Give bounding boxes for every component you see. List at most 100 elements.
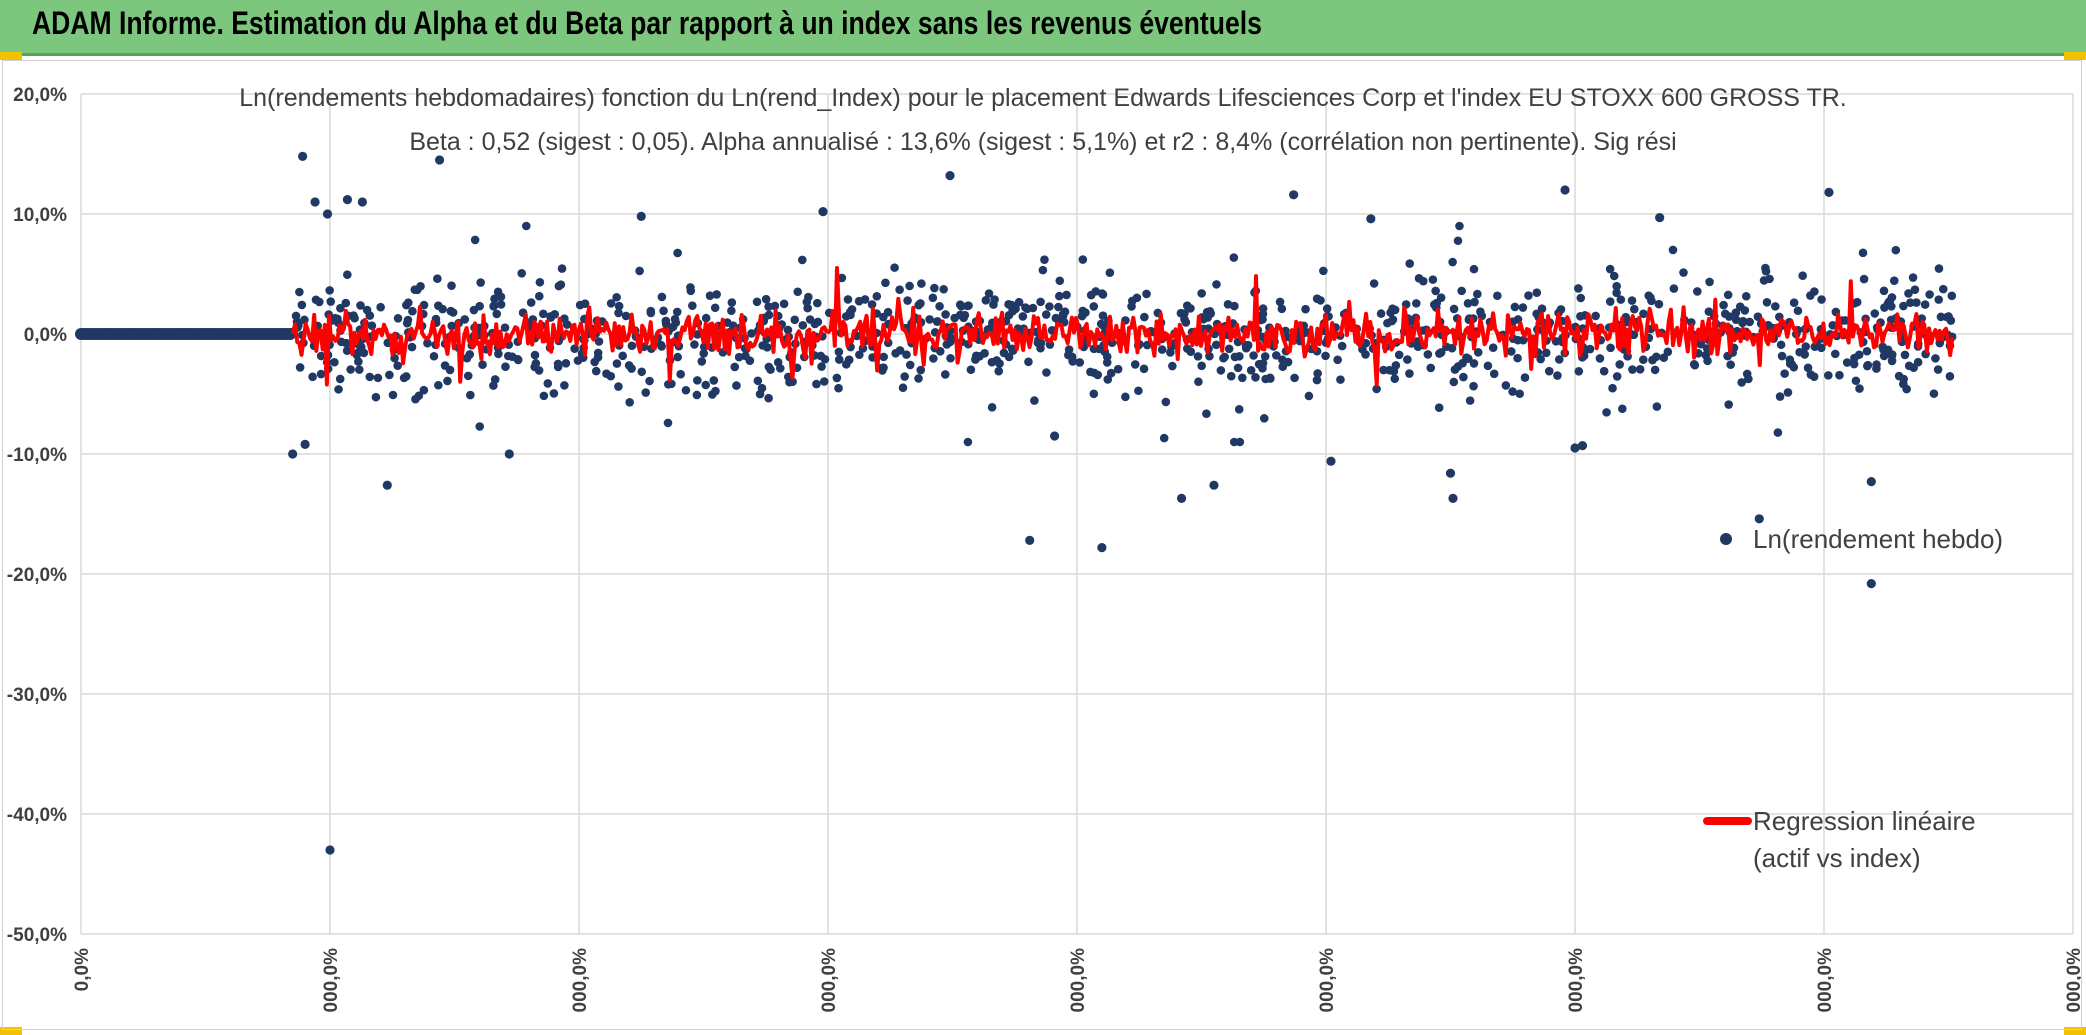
x-tick-label: 000,0% [2064,948,2081,1013]
scatter-point [1168,361,1177,371]
scatter-point [1413,342,1423,351]
scatter-point [1459,372,1468,382]
scatter-point [905,360,915,370]
scatter-point [575,300,585,310]
scatter-point [761,294,771,304]
scatter-point [1041,310,1051,319]
scatter-point [1518,335,1528,345]
scatter-point [1855,384,1864,393]
scatter-point [1599,366,1609,376]
scatter-point [1696,339,1705,349]
scatter-point [1483,361,1493,371]
scatter-point [408,306,417,316]
scatter-point [1776,340,1786,350]
scatter-outlier [1176,493,1187,503]
scatter-point [1394,350,1404,360]
scatter-point [843,295,853,304]
scatter-point [1612,372,1622,381]
scatter-point [1473,348,1483,357]
scatter-point [1283,357,1293,367]
scatter-point [350,313,359,323]
scatter-point [521,221,531,231]
scatter-point [466,390,475,400]
scatter-point [1798,271,1807,280]
scatter-point [697,357,707,366]
scatter-point [1513,353,1522,363]
scatter-point [1089,389,1099,399]
scatter-point [1042,368,1051,377]
scatter-outlier [1448,493,1458,503]
scatter-point [560,381,569,390]
scatter-point [1194,377,1203,387]
scatter-point [1765,274,1774,284]
scatter-point [297,300,307,310]
scatter-point [710,303,720,313]
scatter-point [690,340,699,349]
scatter-point [1863,360,1873,370]
scatter-point [964,301,973,310]
report-title: ADAM Informe. Estimation du Alpha et du … [32,5,1262,41]
scatter-point [699,349,708,358]
scatter-point [812,379,821,389]
scatter-point [1609,271,1619,281]
scatter-point [1051,313,1061,323]
scatter-point [981,296,991,305]
scatter-point [1862,346,1872,356]
scatter-outlier [1049,431,1060,441]
x-tick-label: 000,0% [570,948,591,1013]
scatter-point [762,343,772,352]
scatter-point [335,374,345,384]
scatter-point [1705,277,1714,287]
scatter-point [709,376,719,385]
scatter-point [602,369,611,378]
chart-title-line1: Ln(rendements hebdomadaires) fonction du… [239,84,1846,112]
scatter-point [1234,405,1244,414]
scatter-outlier [322,209,333,219]
scatter-point [1783,388,1793,397]
scatter-point [941,310,950,319]
scatter-point [1036,338,1046,348]
scatter-point [1106,368,1116,378]
scatter-point [1663,347,1673,357]
scatter-point [534,366,544,375]
scatter-point [1257,314,1267,323]
scatter-point [730,362,740,372]
scatter-point [1463,354,1473,364]
scatter-point [1741,291,1751,301]
scatter-point [1731,308,1741,318]
scatter-point [1515,389,1525,399]
scatter-point [1872,364,1881,373]
scatter-point [1891,245,1901,255]
scatter-point [621,311,631,321]
scatter-point [1216,366,1226,375]
scatter-point [1372,384,1381,394]
scatter-point [971,351,981,361]
scatter-point [1235,352,1244,361]
scatter-point [365,372,375,382]
scatter-point [1260,352,1270,361]
scatter-point [878,312,888,322]
corner-mark-bottom-left [0,1027,22,1035]
scatter-point [1030,396,1039,405]
scatter-point [854,296,864,306]
scatter-outlier [1366,214,1376,224]
regression-spikes [290,266,1955,387]
scatter-point [1426,363,1436,373]
scatter-point [1510,302,1520,312]
scatter-point [496,292,506,302]
scatter-point [1062,290,1071,300]
y-axis-ticks: 20,0% 10,0% 0,0% -10,0% -20,0% -30,0% -40,0% -5… [7,85,67,946]
scatter-point [1735,302,1745,311]
scatter-point [295,363,305,372]
chart-frame: Ln(rendements hebdomadaires) fonction du… [2,60,2082,1030]
scatter-point [1574,366,1584,376]
scatter-point [1870,309,1880,318]
scatter-point [663,418,673,428]
scatter-outlier [357,197,367,207]
scatter-point [1369,279,1379,288]
scatter-point [534,291,544,301]
scatter-point [1508,387,1517,396]
scatter-point [1271,351,1281,360]
scatter-point [957,302,966,311]
scatter-point [1904,289,1913,298]
